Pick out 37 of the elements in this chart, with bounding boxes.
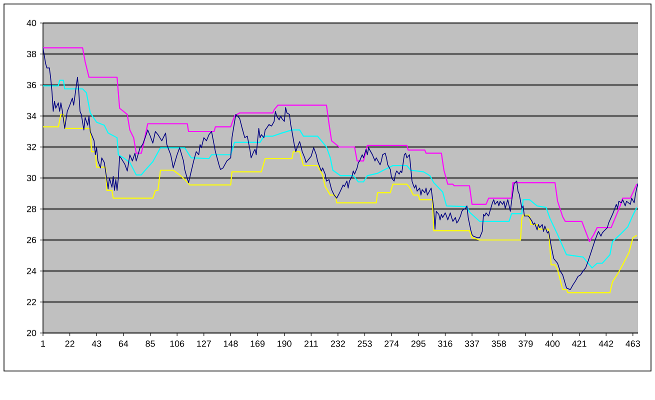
line-series	[43, 80, 638, 268]
y-tick-label: 26	[26, 236, 36, 244]
line-series	[43, 47, 638, 242]
x-tick-label: 337	[464, 340, 480, 347]
x-tick-label: 442	[598, 340, 614, 347]
y-tick-label: 36	[26, 82, 36, 88]
x-tick-label: 400	[545, 340, 560, 347]
x-tick-label: 190	[278, 340, 292, 347]
y-tick-label: 22	[26, 298, 36, 306]
y-tick-label: 24	[26, 268, 36, 274]
x-tick-label: 274	[384, 340, 399, 347]
y-tick-label: 40	[26, 20, 36, 26]
x-tick-label: 253	[358, 340, 372, 347]
x-tick-label: 316	[438, 340, 452, 347]
x-tick-label: 22	[65, 340, 74, 347]
x-tick-label: 232	[330, 340, 345, 347]
x-tick-label: 211	[304, 340, 318, 347]
y-tick-label: 28	[26, 206, 36, 212]
x-tick-label: 295	[411, 340, 426, 347]
y-tick-label: 30	[26, 174, 36, 182]
x-tick-label: 106	[170, 340, 184, 347]
x-tick-label: 1	[41, 340, 46, 347]
x-tick-label: 421	[572, 340, 586, 347]
x-tick-label: 169	[250, 340, 265, 347]
y-tick-label: 32	[26, 144, 36, 150]
x-tick-label: 379	[518, 340, 533, 347]
x-tick-label: 85	[146, 340, 155, 347]
y-tick-label: 38	[26, 50, 36, 58]
x-tick-label: 358	[492, 340, 506, 347]
x-tick-label: 43	[92, 340, 102, 347]
y-tick-label: 34	[26, 112, 36, 120]
x-tick-label: 127	[197, 340, 211, 347]
y-tick-label: 20	[26, 330, 36, 336]
line-series	[43, 114, 638, 294]
x-tick-label: 463	[626, 340, 640, 347]
x-tick-label: 148	[224, 340, 238, 347]
x-tick-label: 64	[118, 340, 128, 347]
